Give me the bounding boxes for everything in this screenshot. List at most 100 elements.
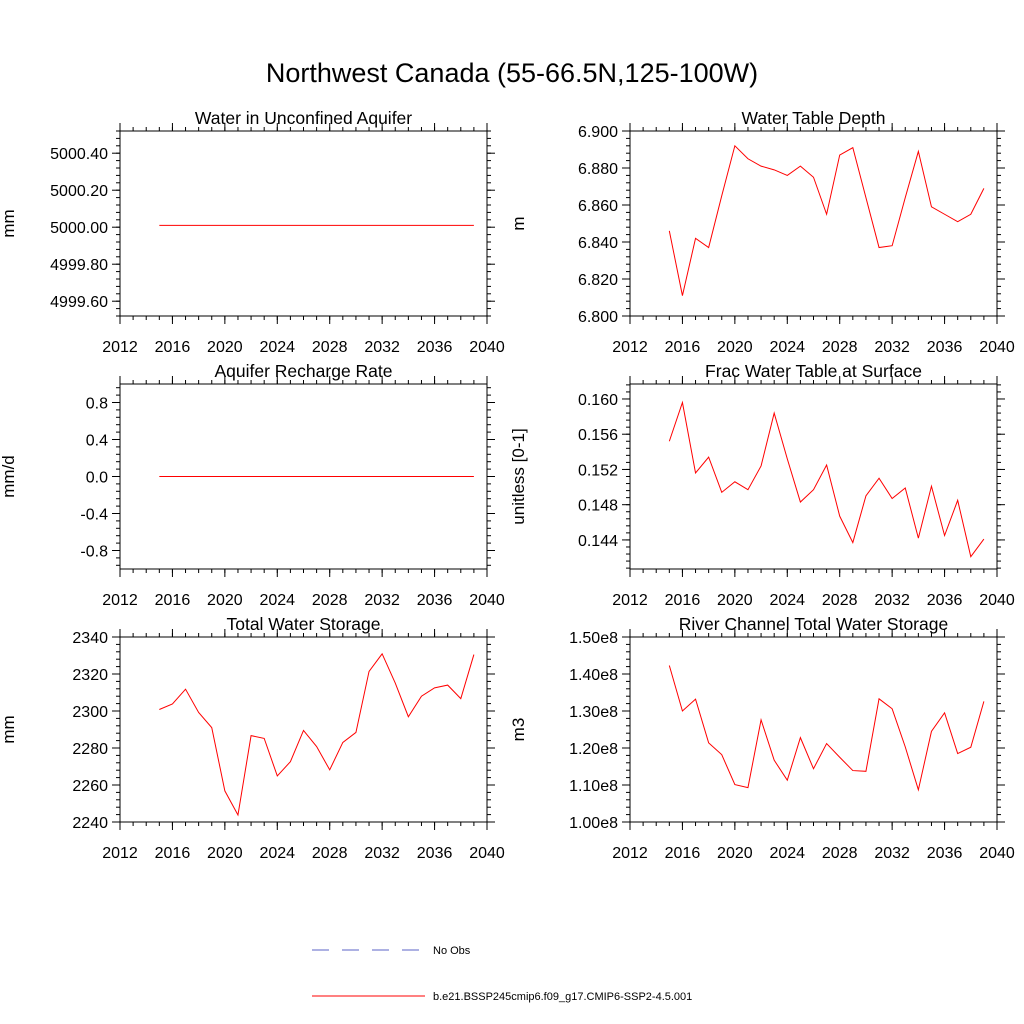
series-line [668, 665, 985, 792]
x-tick-label: 2020 [717, 592, 753, 609]
y-axis-label: unitless [0-1] [509, 428, 528, 524]
x-tick-label: 2012 [102, 592, 138, 609]
x-tick-label: 2016 [155, 592, 191, 609]
x-tick-label: 2032 [874, 339, 910, 356]
x-tick-label: 2016 [665, 339, 701, 356]
x-tick-label: 2028 [822, 339, 858, 356]
y-tick-label: 1.50e8 [569, 630, 618, 647]
x-tick-label: 2020 [717, 339, 753, 356]
y-tick-label: 5000.20 [50, 183, 108, 200]
legend-label-no-obs: No Obs [433, 945, 471, 957]
series-line [668, 400, 985, 558]
y-tick-label: 4999.80 [50, 257, 108, 274]
y-tick-label: 0.148 [578, 498, 618, 515]
y-tick-label: 6.840 [578, 235, 618, 252]
panel-title: Total Water Storage [226, 614, 380, 634]
x-tick-label: 2032 [874, 845, 910, 862]
y-tick-label: 1.00e8 [569, 815, 618, 832]
x-tick-label: 2012 [612, 845, 648, 862]
y-tick-label: 6.860 [578, 198, 618, 215]
x-tick-label: 2020 [207, 845, 243, 862]
x-tick-label: 2028 [822, 845, 858, 862]
x-tick-label: 2036 [927, 339, 963, 356]
panel-title: Frac Water Table at Surface [705, 361, 922, 381]
y-tick-label: 2300 [72, 704, 108, 721]
y-tick-label: 2280 [72, 741, 108, 758]
y-tick-label: 0.4 [86, 433, 108, 450]
y-tick-label: 2260 [72, 778, 108, 795]
y-tick-label: -0.4 [80, 507, 108, 524]
x-tick-label: 2012 [612, 592, 648, 609]
y-tick-label: 0.156 [578, 427, 618, 444]
x-tick-label: 2040 [469, 845, 505, 862]
y-axis-label: mm/d [0, 455, 18, 498]
x-tick-label: 2040 [469, 592, 505, 609]
panel-recharge-rate: Aquifer Recharge Rate mm/d -0.8 -0.4 0.0 0.4 0… [0, 361, 505, 609]
y-tick-label: 6.900 [578, 124, 618, 141]
figure-title: Northwest Canada (55-66.5N,125-100W) [266, 58, 758, 88]
x-tick-label: 2028 [312, 592, 348, 609]
legend: No Obs b.e21.BSSP245cmip6.f09_g17.CMIP6-… [312, 945, 692, 1003]
x-tick-label: 2036 [927, 592, 963, 609]
y-tick-label: -0.8 [80, 544, 108, 561]
y-tick-label: 0.144 [578, 533, 618, 550]
panel-frac-water-table: Frac Water Table at Surface unitless [0-1… [509, 361, 1015, 609]
y-tick-label: 2340 [72, 630, 108, 647]
x-tick-label: 2032 [364, 845, 400, 862]
panel-title: Water in Unconfined Aquifer [195, 108, 412, 128]
x-tick-label: 2016 [665, 845, 701, 862]
panels: Water in Unconfined Aquifer mm 4999.60 4999… [0, 108, 1015, 862]
x-tick-label: 2040 [979, 592, 1015, 609]
panel-river-storage: River Channel Total Water Storage m3 1.00e… [509, 614, 1015, 862]
x-tick-label: 2024 [769, 339, 805, 356]
panel-title: Water Table Depth [742, 108, 886, 128]
series-line [668, 144, 985, 296]
x-tick-label: 2024 [259, 592, 295, 609]
y-axis-label: mm [0, 715, 18, 743]
series-line [159, 652, 475, 817]
x-tick-label: 2028 [312, 339, 348, 356]
panel-title: Aquifer Recharge Rate [214, 361, 392, 381]
x-tick-label: 2032 [364, 339, 400, 356]
y-tick-label: 2240 [72, 815, 108, 832]
x-tick-label: 2036 [417, 339, 453, 356]
y-tick-label: 0.152 [578, 462, 618, 479]
panel-total-water-storage: Total Water Storage mm 2240 2260 2280 2300 232… [0, 614, 505, 862]
x-tick-label: 2028 [312, 845, 348, 862]
x-tick-label: 2036 [417, 845, 453, 862]
panel-title: River Channel Total Water Storage [679, 614, 948, 634]
x-tick-label: 2040 [979, 845, 1015, 862]
y-tick-label: 6.800 [578, 309, 618, 326]
y-axis-label: m [509, 216, 528, 230]
panel-aquifer-water: Water in Unconfined Aquifer mm 4999.60 4999… [0, 108, 505, 356]
x-tick-label: 2020 [207, 339, 243, 356]
y-tick-label: 0.160 [578, 392, 618, 409]
x-tick-label: 2020 [207, 592, 243, 609]
x-tick-label: 2012 [102, 339, 138, 356]
y-axis-label: m3 [509, 718, 528, 742]
panel-water-table-depth: Water Table Depth m 6.800 6.820 6.840 6.860 6.… [509, 108, 1015, 356]
y-tick-label: 1.20e8 [569, 741, 618, 758]
x-tick-label: 2016 [155, 339, 191, 356]
x-tick-label: 2040 [469, 339, 505, 356]
y-tick-label: 0.8 [86, 396, 108, 413]
x-tick-label: 2024 [769, 845, 805, 862]
y-tick-label: 1.10e8 [569, 778, 618, 795]
y-tick-label: 1.30e8 [569, 704, 618, 721]
x-tick-label: 2016 [155, 845, 191, 862]
x-tick-label: 2036 [417, 592, 453, 609]
x-tick-label: 2020 [717, 845, 753, 862]
legend-label-model-run: b.e21.BSSP245cmip6.f09_g17.CMIP6-SSP2-4.… [433, 991, 692, 1003]
x-tick-label: 2036 [927, 845, 963, 862]
y-tick-label: 6.820 [578, 272, 618, 289]
x-tick-label: 2040 [979, 339, 1015, 356]
x-tick-label: 2028 [822, 592, 858, 609]
y-axis-label: mm [0, 209, 18, 237]
y-tick-label: 5000.00 [50, 220, 108, 237]
x-tick-label: 2012 [102, 845, 138, 862]
x-tick-label: 2024 [259, 845, 295, 862]
y-tick-label: 6.880 [578, 161, 618, 178]
y-tick-label: 1.40e8 [569, 667, 618, 684]
